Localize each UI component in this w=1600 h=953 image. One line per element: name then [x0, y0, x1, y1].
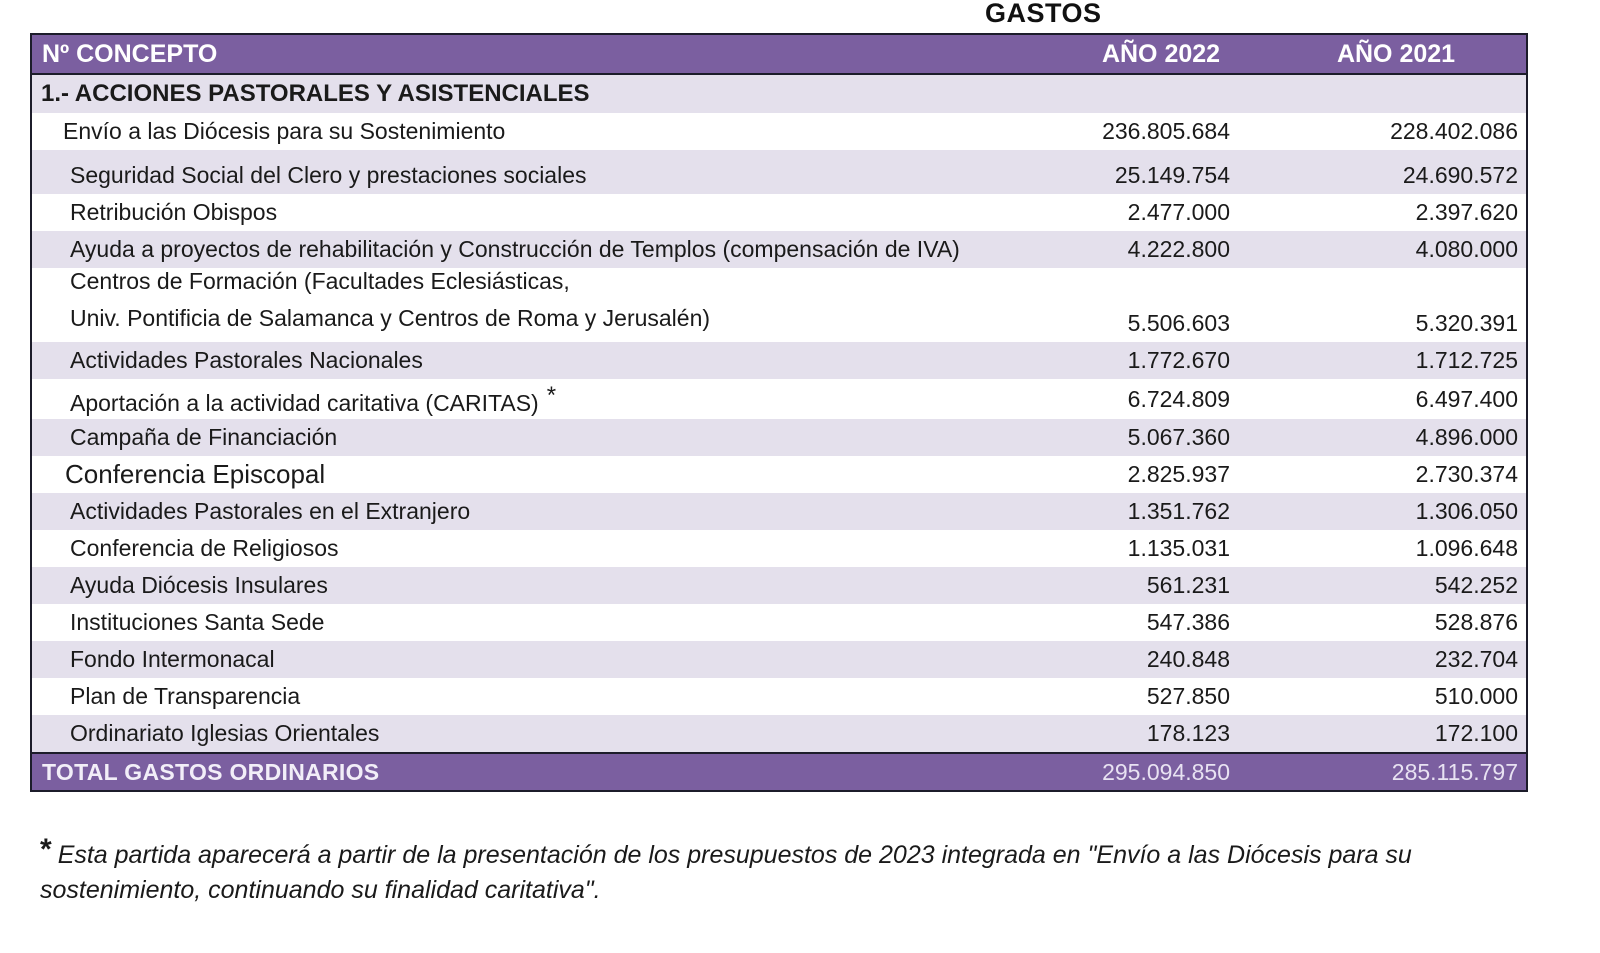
- section-heading: 1.- ACCIONES PASTORALES Y ASISTENCIALES: [32, 75, 1526, 113]
- table-row: Ordinariato Iglesias Orientales 178.123 …: [32, 715, 1526, 752]
- table-row: Seguridad Social del Clero y prestacione…: [32, 150, 1526, 194]
- row-value-2021: 1.306.050: [1415, 498, 1518, 524]
- row-value-2022: 236.805.684: [1102, 118, 1230, 144]
- row-value-2021: 4.896.000: [1415, 424, 1518, 450]
- section-label: 1.- ACCIONES PASTORALES Y ASISTENCIALES: [41, 80, 590, 107]
- row-label: Envío a las Diócesis para su Sostenimien…: [63, 118, 506, 144]
- row-value-2022: 547.386: [1146, 609, 1230, 635]
- table-row: Instituciones Santa Sede 547.386 528.876: [32, 604, 1526, 641]
- footnote: * Esta partida aparecerá a partir de la p…: [40, 832, 1540, 908]
- row-label: Conferencia Episcopal: [65, 459, 326, 489]
- row-value-2021: 2.730.374: [1415, 461, 1518, 487]
- row-label-line-2: Univ. Pontificia de Salamanca y Centros …: [70, 305, 711, 331]
- table-row: Retribución Obispos 2.477.000 2.397.620: [32, 194, 1526, 231]
- row-value-2021: 2.397.620: [1415, 199, 1518, 225]
- row-value-2021: 6.497.400: [1415, 385, 1518, 412]
- footnote-marker: *: [40, 833, 52, 866]
- row-value-2021: 5.320.391: [1415, 310, 1518, 336]
- table-row: Campaña de Financiación 5.067.360 4.896.…: [32, 419, 1526, 456]
- row-value-2021: 510.000: [1434, 683, 1518, 709]
- row-value-2021: 228.402.086: [1390, 118, 1518, 144]
- row-label: Seguridad Social del Clero y prestacione…: [70, 161, 587, 188]
- row-label: Retribución Obispos: [70, 199, 278, 225]
- table-row: Actividades Pastorales Nacionales 1.772.…: [32, 342, 1526, 379]
- total-label: TOTAL GASTOS ORDINARIOS: [42, 758, 380, 785]
- row-label: Centros de Formación (Facultades Eclesiá…: [32, 263, 1080, 337]
- row-value-2021: 1.712.725: [1415, 347, 1518, 373]
- row-value-2022: 1.135.031: [1127, 535, 1230, 561]
- row-value-2021: 1.096.648: [1415, 535, 1518, 561]
- total-value-2021: 285.115.797: [1391, 758, 1518, 785]
- table-row: Actividades Pastorales en el Extranjero …: [32, 493, 1526, 530]
- row-value-2022: 2.825.937: [1127, 461, 1230, 487]
- row-label: Fondo Intermonacal: [70, 646, 275, 672]
- row-label: Ayuda a proyectos de rehabilitación y Co…: [70, 236, 960, 262]
- row-label: Plan de Transparencia: [70, 683, 301, 709]
- row-value-2022: 25.149.754: [1114, 161, 1230, 188]
- footnote-text: Esta partida aparecerá a partir de la pr…: [40, 841, 1412, 904]
- row-value-2022: 178.123: [1146, 720, 1230, 746]
- row-value-2022: 240.848: [1146, 646, 1230, 672]
- row-value-2022: 5.506.603: [1127, 310, 1230, 336]
- table-row: Fondo Intermonacal 240.848 232.704: [32, 641, 1526, 678]
- row-value-2022: 1.772.670: [1127, 347, 1230, 373]
- total-row: TOTAL GASTOS ORDINARIOS 295.094.850 285.…: [32, 752, 1526, 790]
- row-label: Ayuda Diócesis Insulares: [70, 572, 328, 598]
- row-value-2022: 4.222.800: [1127, 236, 1230, 262]
- expenses-table: Nº CONCEPTO AÑO 2022 AÑO 2021 1.- ACCION…: [30, 33, 1528, 792]
- row-value-2022: 5.067.360: [1127, 424, 1230, 450]
- table-row: Envío a las Diócesis para su Sostenimien…: [32, 113, 1526, 150]
- row-label: Actividades Pastorales Nacionales: [70, 347, 423, 373]
- row-value-2021: 528.876: [1434, 609, 1518, 635]
- row-value-2021: 172.100: [1434, 720, 1518, 746]
- row-label: Campaña de Financiación: [70, 424, 338, 450]
- row-value-2022: 2.477.000: [1127, 199, 1230, 225]
- row-value-2022: 6.724.809: [1127, 385, 1230, 412]
- header-year-2022: AÑO 2022: [1101, 39, 1221, 68]
- table-row: Conferencia de Religiosos 1.135.031 1.09…: [32, 530, 1526, 567]
- page-title: GASTOS: [985, 0, 1102, 28]
- table-row: Aportación a la actividad caritativa (CA…: [32, 379, 1526, 419]
- header-concept: Nº CONCEPTO: [42, 39, 218, 68]
- row-value-2022: 527.850: [1146, 683, 1230, 709]
- row-label: Aportación a la actividad caritativa (CA…: [70, 389, 539, 416]
- row-value-2021: 542.252: [1434, 572, 1518, 598]
- total-value-2022: 295.094.850: [1102, 758, 1230, 785]
- table-row: Conferencia Episcopal 2.825.937 2.730.37…: [32, 456, 1526, 493]
- table-row: Ayuda a proyectos de rehabilitación y Co…: [32, 231, 1526, 268]
- table-row: Centros de Formación (Facultades Eclesiá…: [32, 268, 1526, 342]
- row-value-2021: 232.704: [1434, 646, 1518, 672]
- row-label: Ordinariato Iglesias Orientales: [70, 720, 380, 746]
- footnote-marker: *: [546, 381, 557, 409]
- row-label: Actividades Pastorales en el Extranjero: [70, 498, 471, 524]
- row-label: Instituciones Santa Sede: [70, 609, 325, 635]
- row-value-2022: 561.231: [1146, 572, 1230, 598]
- header-year-2021: AÑO 2021: [1336, 39, 1456, 68]
- row-value-2021: 24.690.572: [1402, 161, 1518, 188]
- row-label-line-1: Centros de Formación (Facultades Eclesiá…: [70, 268, 570, 294]
- table-row: Plan de Transparencia 527.850 510.000: [32, 678, 1526, 715]
- table-header: Nº CONCEPTO AÑO 2022 AÑO 2021: [32, 35, 1526, 75]
- row-value-2022: 1.351.762: [1127, 498, 1230, 524]
- row-value-2021: 4.080.000: [1415, 236, 1518, 262]
- table-row: Ayuda Diócesis Insulares 561.231 542.252: [32, 567, 1526, 604]
- row-label: Conferencia de Religiosos: [70, 535, 339, 561]
- row-label-wrapper: Aportación a la actividad caritativa (CA…: [32, 382, 1080, 417]
